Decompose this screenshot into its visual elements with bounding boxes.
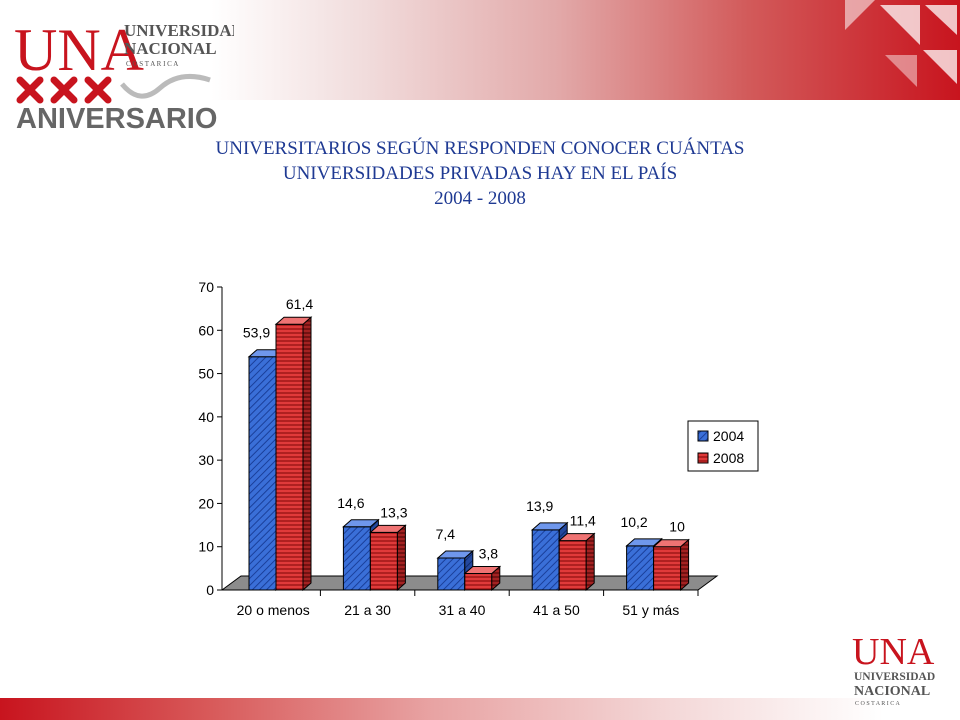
xxx-mark-icon xyxy=(16,76,112,104)
logo-nacional-text: NACIONAL xyxy=(124,39,217,58)
logo-aniversario-text: ANIVERSARIO xyxy=(16,103,217,134)
logo-universidad-text: UNIVERSIDAD xyxy=(124,21,234,40)
una-aniversario-logo: UNA UNIVERSIDAD NACIONAL C O S T A R I C… xyxy=(14,17,234,134)
bar-2008-20-o-menos xyxy=(274,316,313,592)
bar-top-face xyxy=(369,524,407,533)
x-tick-label-51-y-mas: 51 y más xyxy=(622,602,679,618)
title-line-1: UNIVERSITARIOS SEGÚN RESPONDEN CONOCER C… xyxy=(215,138,745,159)
bottom-bar xyxy=(0,698,960,720)
logo-costa-rica-text: C O S T A R I C A xyxy=(126,60,178,68)
bar-2008-21-a-30 xyxy=(369,524,407,592)
legend-swatch-2008 xyxy=(697,452,709,464)
bar-front-face xyxy=(464,573,493,591)
data-label-2004-51-y-mas: 10,2 xyxy=(620,514,647,530)
bar-2008-41-a-50 xyxy=(557,532,596,592)
y-tick-label: 50 xyxy=(198,366,214,382)
legend-label-2004: 2004 xyxy=(713,428,744,444)
y-tick-label: 40 xyxy=(198,409,214,425)
bar-top-face xyxy=(436,550,475,559)
bar-front-face xyxy=(437,557,466,591)
bar-side-face xyxy=(680,538,690,592)
data-label-2008-21-a-30: 13,3 xyxy=(380,504,407,520)
title-line-3: 2004 - 2008 xyxy=(434,188,526,209)
bar-front-face xyxy=(275,323,304,591)
bar-front-face xyxy=(248,356,277,591)
bar-2008-51-y-mas xyxy=(652,538,690,592)
banner-triangles-decoration xyxy=(845,0,957,87)
bar-front-face xyxy=(626,545,655,591)
bar-top-face xyxy=(557,533,596,542)
y-tick-label: 20 xyxy=(198,495,214,511)
top-banner xyxy=(0,0,960,100)
title-line-2: UNIVERSIDADES PRIVADAS HAY EN EL PAÍS xyxy=(282,163,678,184)
y-tick-label: 30 xyxy=(198,452,214,468)
logo-bottom-una-text: UNA xyxy=(852,632,935,673)
legend-swatch-2004 xyxy=(697,430,709,442)
bar-2004-31-a-40 xyxy=(436,549,475,592)
legend-label-2008: 2008 xyxy=(713,450,744,466)
data-label-2008-41-a-50: 11,4 xyxy=(570,513,596,529)
logo-swoosh-icon xyxy=(120,73,211,99)
data-label-2004-41-a-50: 13,9 xyxy=(526,498,553,514)
bar-front-face xyxy=(369,531,398,591)
x-tick-label-31-a-40: 31 a 40 xyxy=(439,602,486,618)
bar-side-face xyxy=(396,524,406,592)
bar-top-face xyxy=(530,522,569,531)
bar-2008-31-a-40 xyxy=(463,565,502,592)
x-tick-label-21-a-30: 21 a 30 xyxy=(344,602,391,618)
logo-bottom-universidad-text: UNIVERSIDAD xyxy=(854,671,935,683)
x-tick-label-20-o-menos: 20 o menos xyxy=(237,602,310,618)
bar-top-face xyxy=(274,316,313,325)
bar-top-face xyxy=(342,519,380,528)
bar-side-face xyxy=(302,316,312,592)
bar-front-face xyxy=(531,529,560,591)
logo-bottom-nacional-text: NACIONAL xyxy=(854,684,930,699)
bar-front-face xyxy=(653,546,682,591)
x-tick-label-41-a-50: 41 a 50 xyxy=(533,602,580,618)
y-tick-label: 0 xyxy=(206,582,214,598)
data-label-2008-20-o-menos: 61,4 xyxy=(286,296,313,312)
logo-una-text: UNA xyxy=(14,17,144,83)
chart-title: UNIVERSITARIOS SEGÚN RESPONDEN CONOCER C… xyxy=(60,136,900,211)
bar-side-face xyxy=(585,532,595,592)
y-tick-label: 70 xyxy=(198,279,214,295)
y-tick-label: 60 xyxy=(198,322,214,338)
data-label-2004-21-a-30: 14,6 xyxy=(337,495,364,511)
data-label-2004-20-o-menos: 53,9 xyxy=(243,325,270,341)
bar-top-face xyxy=(652,539,690,548)
data-label-2008-51-y-mas: 10 xyxy=(669,519,685,535)
data-label-2004-31-a-40: 7,4 xyxy=(436,526,456,542)
y-tick-label: 10 xyxy=(198,539,214,555)
bar-top-face xyxy=(625,538,663,547)
bar-top-face xyxy=(463,566,502,575)
bar-front-face xyxy=(558,540,587,591)
data-label-2008-31-a-40: 3,8 xyxy=(479,546,499,562)
una-logo-bottom: UNA UNIVERSIDAD NACIONAL C O S T A R I C… xyxy=(852,632,935,707)
logo-bottom-costa-rica-text: C O S T A R I C A xyxy=(855,701,900,707)
bar-front-face xyxy=(342,526,371,591)
